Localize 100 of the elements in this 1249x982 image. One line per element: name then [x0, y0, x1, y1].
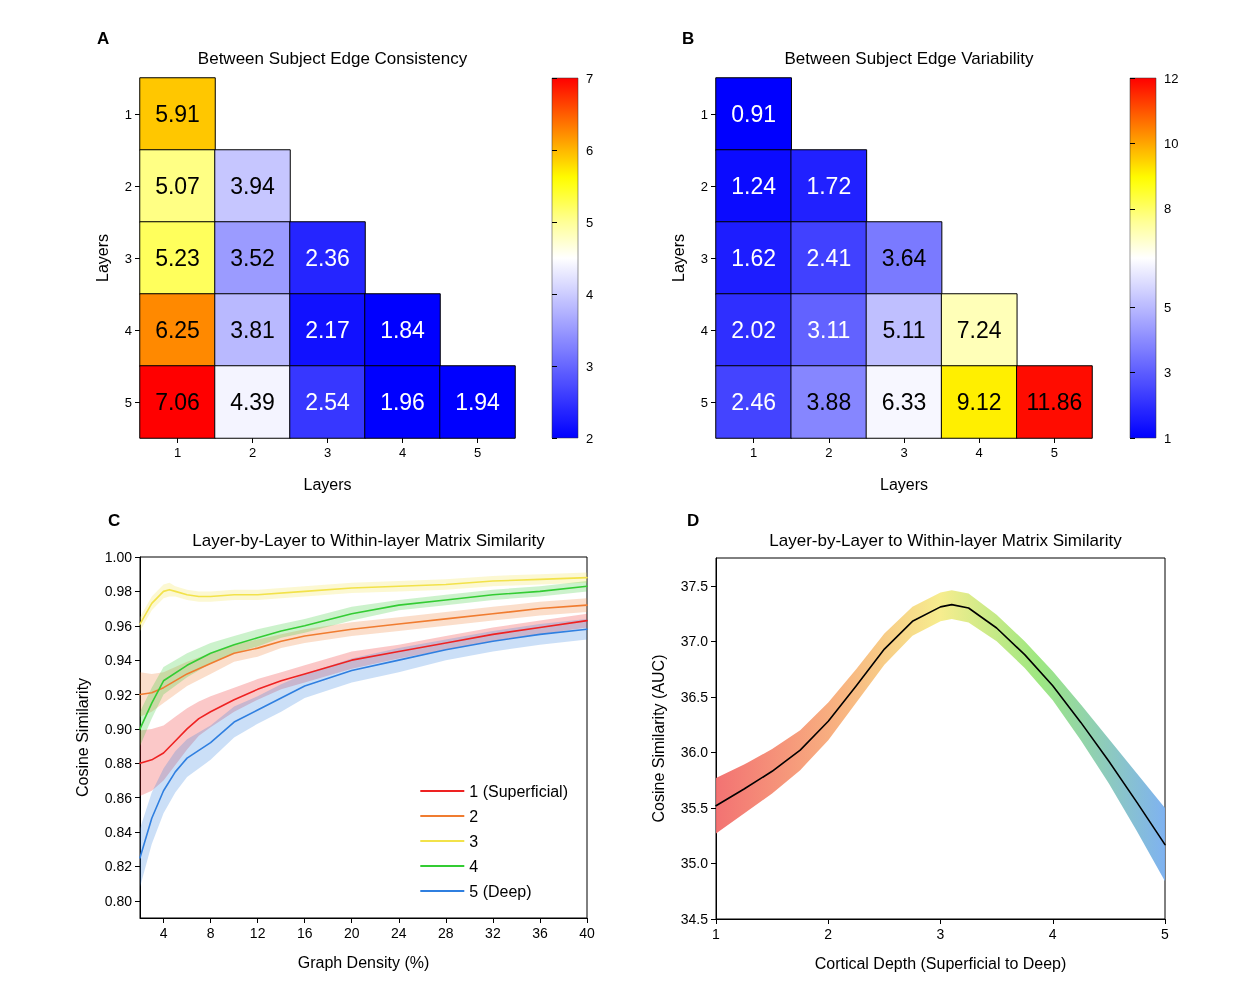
data-label: 1.24: [731, 173, 777, 199]
y-tick-label: 34.5: [680, 911, 709, 927]
x-tick-label: 40: [579, 925, 595, 941]
data-label: 1.62: [731, 245, 776, 271]
y-tick-label: 37.0: [680, 633, 709, 650]
x-tick-label: 3: [900, 445, 908, 460]
data-label: 9.12: [956, 389, 1002, 415]
color-bar-label: 10: [1164, 135, 1179, 151]
y-tick-label: 1: [700, 106, 708, 122]
data-label: 4.39: [230, 389, 275, 415]
line-series: [139, 604, 588, 696]
x-tick-label: 32: [485, 925, 501, 941]
text: D: [687, 511, 700, 530]
text: C: [108, 511, 121, 530]
data-label: 5.07: [155, 173, 200, 199]
x-tick-label: 2: [248, 445, 257, 460]
x-tick-label: 4: [159, 925, 168, 941]
color-bar-label: 2: [586, 430, 594, 446]
legend-label: 5 (Deep): [469, 882, 532, 900]
y-tick-label: 36.0: [680, 744, 709, 761]
x-tick-label: 1: [749, 445, 758, 460]
y-tick-label: 4: [124, 322, 132, 338]
x-tick-label: 20: [343, 925, 360, 941]
chart-title: Layer-by-Layer to Within-layer Matrix Similarity: [769, 531, 1123, 550]
color-bar-label: 3: [1164, 365, 1172, 381]
y-tick-label: 3: [700, 250, 708, 266]
y-tick-label: 3: [124, 250, 132, 266]
y-axis-title: Cosine Similarity: [73, 677, 91, 798]
data-label: 7.06: [155, 389, 200, 415]
color-bar-label: 6: [586, 142, 594, 158]
y-tick-label: 0.96: [104, 617, 133, 634]
data-label: 2.54: [305, 389, 351, 415]
y-tick-label: 0.84: [104, 824, 133, 841]
line-series: [139, 576, 588, 625]
x-tick-label: 3: [936, 926, 945, 942]
legend-label: 2: [469, 807, 479, 825]
y-tick-label: 0.80: [104, 892, 133, 909]
text: B: [682, 29, 695, 48]
y-tick-label: 0.90: [104, 720, 133, 737]
data-label: 11.86: [1026, 389, 1083, 415]
y-tick-label: 35.5: [680, 799, 709, 816]
x-tick-label: 4: [975, 445, 983, 460]
chart-title: Between Subject Edge Consistency: [197, 49, 468, 68]
color-bar-label: 12: [1164, 70, 1179, 86]
data-label: 2.46: [731, 389, 776, 415]
y-tick-label: 0.86: [104, 789, 133, 806]
y-tick-label: 0.88: [104, 755, 133, 772]
data-label: 3.94: [230, 173, 276, 199]
y-tick-label: 1: [124, 106, 132, 122]
color-bar-label: 4: [586, 286, 594, 302]
y-tick-label: 36.5: [680, 688, 709, 705]
y-tick-label: 4: [700, 322, 708, 338]
legend-label: 1 (Superficial): [469, 782, 568, 800]
x-axis-title: Layers: [303, 475, 352, 493]
y-tick-label: 35.0: [680, 855, 709, 872]
x-tick-label: 4: [398, 445, 407, 460]
color-bar-label: 5: [586, 214, 594, 230]
color-bar-label: 3: [586, 358, 594, 374]
y-tick-label: 5: [124, 394, 132, 410]
x-tick-label: 36: [532, 925, 548, 941]
x-tick-label: 1: [173, 445, 182, 460]
x-tick-label: 3: [323, 445, 332, 460]
x-axis-title: Cortical Depth (Superficial to Deep): [814, 954, 1067, 972]
x-tick-label: 24: [391, 925, 407, 941]
chart-title: Between Subject Edge Variability: [784, 49, 1035, 68]
y-tick-label: 0.98: [104, 583, 133, 600]
y-axis-title: Cosine Similarity (AUC): [649, 654, 667, 823]
y-axis-title: Layers: [669, 233, 687, 283]
x-tick-label: 28: [438, 925, 454, 941]
data-label: 3.81: [230, 317, 275, 343]
x-tick-label: 2: [825, 445, 833, 460]
chart-title: Layer-by-Layer to Within-layer Matrix Similarity: [192, 531, 546, 550]
color-bar-label: 1: [1164, 430, 1172, 446]
legend-label: 4: [469, 857, 479, 875]
x-axis-title: Graph Density (%): [297, 953, 430, 971]
x-tick-label: 5: [1161, 926, 1170, 942]
data-label: 5.91: [155, 101, 200, 127]
y-axis-title: Layers: [93, 233, 111, 283]
data-label: 3.88: [806, 389, 852, 415]
y-tick-label: 37.5: [680, 577, 709, 594]
x-tick-label: 5: [473, 445, 482, 460]
data-label: 7.24: [956, 317, 1002, 343]
color-bar-label: 7: [586, 70, 594, 86]
x-axis-title: Layers: [879, 475, 929, 493]
color-bar-label: 8: [1164, 201, 1172, 217]
data-label: 2.17: [305, 317, 350, 343]
data-label: 2.41: [806, 245, 852, 271]
data-label: 6.33: [881, 389, 927, 415]
x-tick-label: 5: [1050, 445, 1059, 460]
data-label: 3.11: [807, 317, 851, 343]
x-tick-label: 16: [296, 925, 313, 941]
y-tick-label: 1.00: [104, 549, 133, 565]
x-tick-label: 8: [206, 925, 215, 941]
data-label: 2.02: [731, 317, 776, 343]
text: A: [97, 29, 110, 48]
x-tick-label: 1: [712, 926, 721, 942]
data-label: 0.91: [731, 101, 776, 127]
y-tick-label: 0.82: [104, 858, 133, 875]
data-label: 3.52: [230, 245, 275, 271]
y-tick-label: 2: [700, 178, 708, 194]
